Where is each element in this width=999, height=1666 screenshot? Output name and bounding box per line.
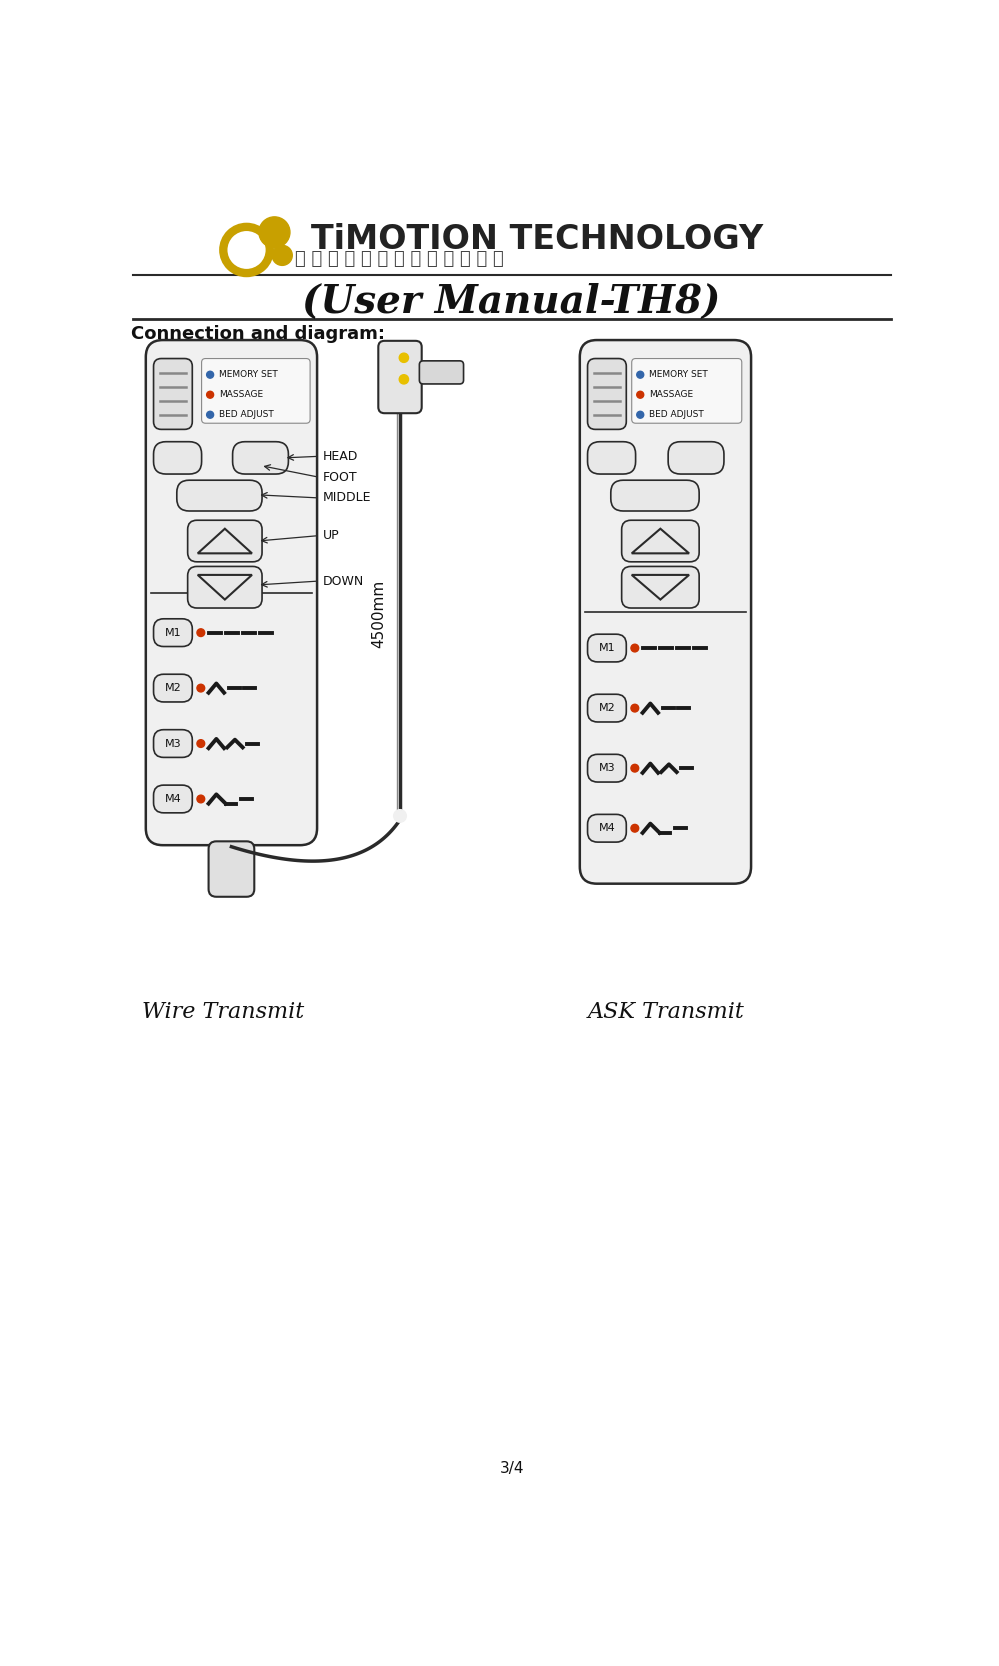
Text: MASSAGE: MASSAGE xyxy=(219,390,263,400)
Text: Wire Transmit: Wire Transmit xyxy=(142,1001,305,1023)
FancyBboxPatch shape xyxy=(631,358,742,423)
Text: DOWN: DOWN xyxy=(323,575,364,588)
FancyBboxPatch shape xyxy=(154,785,192,813)
Text: M4: M4 xyxy=(598,823,615,833)
FancyBboxPatch shape xyxy=(621,566,699,608)
Text: 东 莞 堤 摩 讯 传 动 科 技 有 限 公 司: 东 莞 堤 摩 讯 传 动 科 技 有 限 公 司 xyxy=(296,250,504,268)
Circle shape xyxy=(636,372,643,378)
FancyBboxPatch shape xyxy=(188,566,262,608)
FancyBboxPatch shape xyxy=(154,618,192,646)
Circle shape xyxy=(197,740,205,748)
Circle shape xyxy=(400,353,409,363)
Text: BED ADJUST: BED ADJUST xyxy=(219,410,274,420)
FancyBboxPatch shape xyxy=(154,730,192,758)
FancyBboxPatch shape xyxy=(188,520,262,561)
Text: 3/4: 3/4 xyxy=(500,1461,523,1476)
FancyBboxPatch shape xyxy=(154,358,192,430)
FancyBboxPatch shape xyxy=(233,441,289,475)
Text: FOOT: FOOT xyxy=(323,470,357,483)
Circle shape xyxy=(207,412,214,418)
Text: TiMOTION TECHNOLOGY: TiMOTION TECHNOLOGY xyxy=(311,223,763,257)
FancyBboxPatch shape xyxy=(610,480,699,511)
Text: M3: M3 xyxy=(598,763,615,773)
FancyBboxPatch shape xyxy=(379,342,422,413)
Text: MIDDLE: MIDDLE xyxy=(323,491,371,505)
Text: MEMORY SET: MEMORY SET xyxy=(648,370,707,380)
FancyBboxPatch shape xyxy=(154,675,192,701)
Text: Connection and diagram:: Connection and diagram: xyxy=(131,325,385,343)
FancyBboxPatch shape xyxy=(154,441,202,475)
FancyBboxPatch shape xyxy=(177,480,262,511)
Circle shape xyxy=(636,392,643,398)
Circle shape xyxy=(197,628,205,636)
Circle shape xyxy=(631,825,638,831)
FancyBboxPatch shape xyxy=(420,362,464,383)
FancyBboxPatch shape xyxy=(587,635,626,661)
Text: UP: UP xyxy=(323,530,339,541)
Circle shape xyxy=(394,810,407,821)
Circle shape xyxy=(259,217,290,248)
Text: MEMORY SET: MEMORY SET xyxy=(219,370,278,380)
Circle shape xyxy=(207,372,214,378)
FancyBboxPatch shape xyxy=(587,441,635,475)
Text: M1: M1 xyxy=(165,628,181,638)
Circle shape xyxy=(197,795,205,803)
Text: M4: M4 xyxy=(165,795,181,805)
FancyBboxPatch shape xyxy=(668,441,724,475)
Circle shape xyxy=(272,245,293,265)
FancyBboxPatch shape xyxy=(621,520,699,561)
FancyBboxPatch shape xyxy=(587,755,626,781)
Text: 4500mm: 4500mm xyxy=(371,580,386,648)
Text: M1: M1 xyxy=(598,643,615,653)
Text: M2: M2 xyxy=(598,703,615,713)
Circle shape xyxy=(631,705,638,711)
FancyBboxPatch shape xyxy=(587,695,626,721)
FancyBboxPatch shape xyxy=(579,340,751,883)
Circle shape xyxy=(636,412,643,418)
FancyBboxPatch shape xyxy=(202,358,310,423)
FancyBboxPatch shape xyxy=(146,340,317,845)
Circle shape xyxy=(631,765,638,771)
Text: BED ADJUST: BED ADJUST xyxy=(648,410,703,420)
FancyBboxPatch shape xyxy=(587,815,626,841)
Circle shape xyxy=(197,685,205,691)
Text: M3: M3 xyxy=(165,738,181,748)
Circle shape xyxy=(400,375,409,383)
Text: MASSAGE: MASSAGE xyxy=(648,390,693,400)
Circle shape xyxy=(207,392,214,398)
Text: HEAD: HEAD xyxy=(323,450,358,463)
Text: ASK Transmit: ASK Transmit xyxy=(587,1001,744,1023)
Text: M2: M2 xyxy=(165,683,181,693)
Text: (User Manual-TH8): (User Manual-TH8) xyxy=(303,283,721,320)
FancyBboxPatch shape xyxy=(587,358,626,430)
FancyBboxPatch shape xyxy=(209,841,255,896)
Circle shape xyxy=(631,645,638,651)
